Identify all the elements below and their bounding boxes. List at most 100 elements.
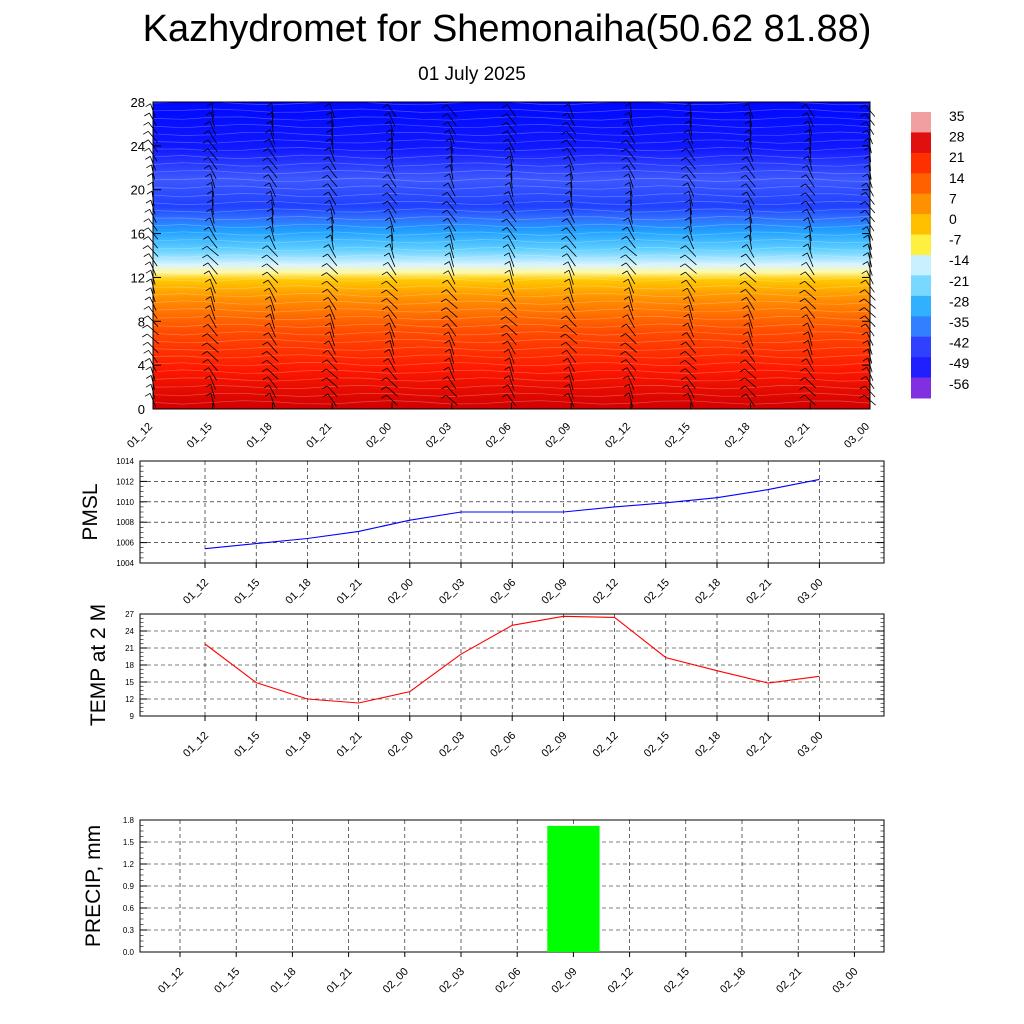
wind-barb: [326, 385, 338, 398]
wind-barb: [270, 313, 275, 329]
wind-barb-feather: [859, 298, 865, 303]
wind-barb-feather: [682, 392, 689, 397]
panel-xtick-label: 03_00: [830, 966, 860, 996]
panel-ytick-label: 18: [125, 661, 134, 670]
wind-barb: [748, 138, 753, 154]
heatmap-xtick-label: 01_18: [245, 421, 275, 451]
wind-barb-feather: [680, 368, 686, 373]
heatmap-xtick-label: 02_06: [484, 421, 514, 451]
colorbar-swatch: [911, 377, 931, 399]
wind-barb: [510, 155, 513, 171]
panel-ytick-label: 0.3: [123, 926, 135, 935]
wind-barb: [628, 173, 634, 189]
wind-barb: [330, 234, 334, 250]
wind-barb: [747, 331, 754, 347]
wind-barb: [267, 376, 278, 389]
wind-barb-feather: [682, 287, 688, 292]
wind-barb: [626, 139, 636, 152]
wind-barb-feather: [560, 245, 567, 249]
wind-barb: [629, 199, 633, 215]
wind-barb-feather: [325, 208, 332, 213]
wind-barb-feather: [860, 218, 867, 222]
wind-barb-feather: [682, 138, 688, 143]
wind-barb-feather: [620, 342, 626, 347]
heatmap-ytick-label: 20: [131, 183, 145, 198]
heatmap-contour: [152, 384, 871, 390]
wind-barb: [567, 358, 575, 373]
wind-barb-feather: [621, 130, 628, 135]
wind-barb: [685, 376, 696, 389]
wind-barb-feather: [443, 226, 450, 230]
wind-barb-feather: [384, 340, 391, 344]
wind-barb-feather: [741, 340, 748, 345]
wind-barb-feather: [444, 243, 450, 248]
wind-barb-feather: [206, 181, 212, 186]
wind-barb-feather: [381, 280, 387, 285]
wind-barb: [626, 157, 636, 170]
wind-barb: [208, 157, 218, 170]
wind-barb: [687, 393, 694, 408]
wind-barb: [505, 316, 518, 327]
panel-ytick-label: 1.8: [123, 816, 135, 825]
wind-barb-feather: [505, 164, 512, 169]
panel-xtick-label: 01_18: [268, 966, 298, 996]
heatmap-contour: [152, 200, 871, 206]
colorbar-label: 28: [949, 129, 965, 145]
wind-barb-feather: [441, 289, 447, 293]
panel-xtick-label: 02_21: [744, 577, 774, 607]
panel-xtick-label: 02_03: [437, 966, 467, 996]
wind-barb: [507, 138, 516, 153]
wind-barb: [390, 226, 394, 242]
panel-xtick-label: 02_03: [437, 577, 467, 607]
wind-barb: [388, 314, 396, 329]
panel-xtick-label: 02_00: [386, 577, 416, 607]
wind-barb: [748, 313, 753, 329]
wind-barb: [329, 103, 335, 119]
panel-xtick-label: 01_21: [335, 730, 365, 760]
wind-barb-feather: [861, 366, 868, 371]
wind-barb-feather: [802, 252, 808, 257]
wind-barb-feather: [382, 104, 389, 108]
wind-barb-feather: [386, 138, 392, 142]
colorbar-swatch: [911, 193, 931, 215]
wind-barb-feather: [322, 253, 328, 258]
wind-barb-feather: [503, 375, 510, 379]
panel-xtick-label: 02_06: [488, 577, 518, 607]
wind-barb-feather: [744, 234, 750, 239]
wind-barb: [628, 384, 634, 399]
wind-barb-feather: [146, 164, 152, 169]
wind-barb-feather: [799, 386, 805, 390]
wind-barb: [267, 157, 278, 170]
wind-barb-feather: [624, 111, 630, 116]
wind-barb: [446, 113, 457, 126]
wind-barb: [625, 262, 637, 275]
wind-barb: [684, 254, 697, 266]
wind-barb-feather: [321, 280, 327, 285]
wind-barb: [206, 351, 219, 362]
wind-barb: [508, 375, 515, 390]
wind-barb-feather: [442, 376, 448, 380]
wind-barb: [566, 306, 576, 319]
wind-barb-feather: [206, 208, 212, 213]
wind-barb-feather: [503, 349, 510, 353]
wind-barb-feather: [561, 227, 567, 232]
wind-barb-feather: [144, 261, 151, 266]
panel-ytick-label: 15: [125, 678, 134, 687]
wind-barb: [207, 333, 219, 345]
wind-barb: [570, 182, 573, 198]
wind-barb-feather: [202, 359, 209, 363]
wind-barb-feather: [206, 102, 213, 107]
wind-barb-feather: [321, 377, 327, 382]
wind-barb-feather: [564, 278, 570, 283]
wind-barb-feather: [562, 358, 569, 362]
panel-xtick-label: 02_03: [437, 730, 467, 760]
heatmap-contour: [152, 147, 871, 152]
wind-barb: [805, 306, 816, 319]
wind-barb-feather: [142, 333, 148, 338]
wind-barb-feather: [265, 313, 271, 318]
wind-barb-feather: [326, 129, 332, 133]
wind-barb-feather: [143, 305, 150, 310]
colorbar-swatch: [911, 173, 931, 195]
wind-barb-feather: [443, 366, 449, 371]
wind-barb: [566, 236, 577, 249]
